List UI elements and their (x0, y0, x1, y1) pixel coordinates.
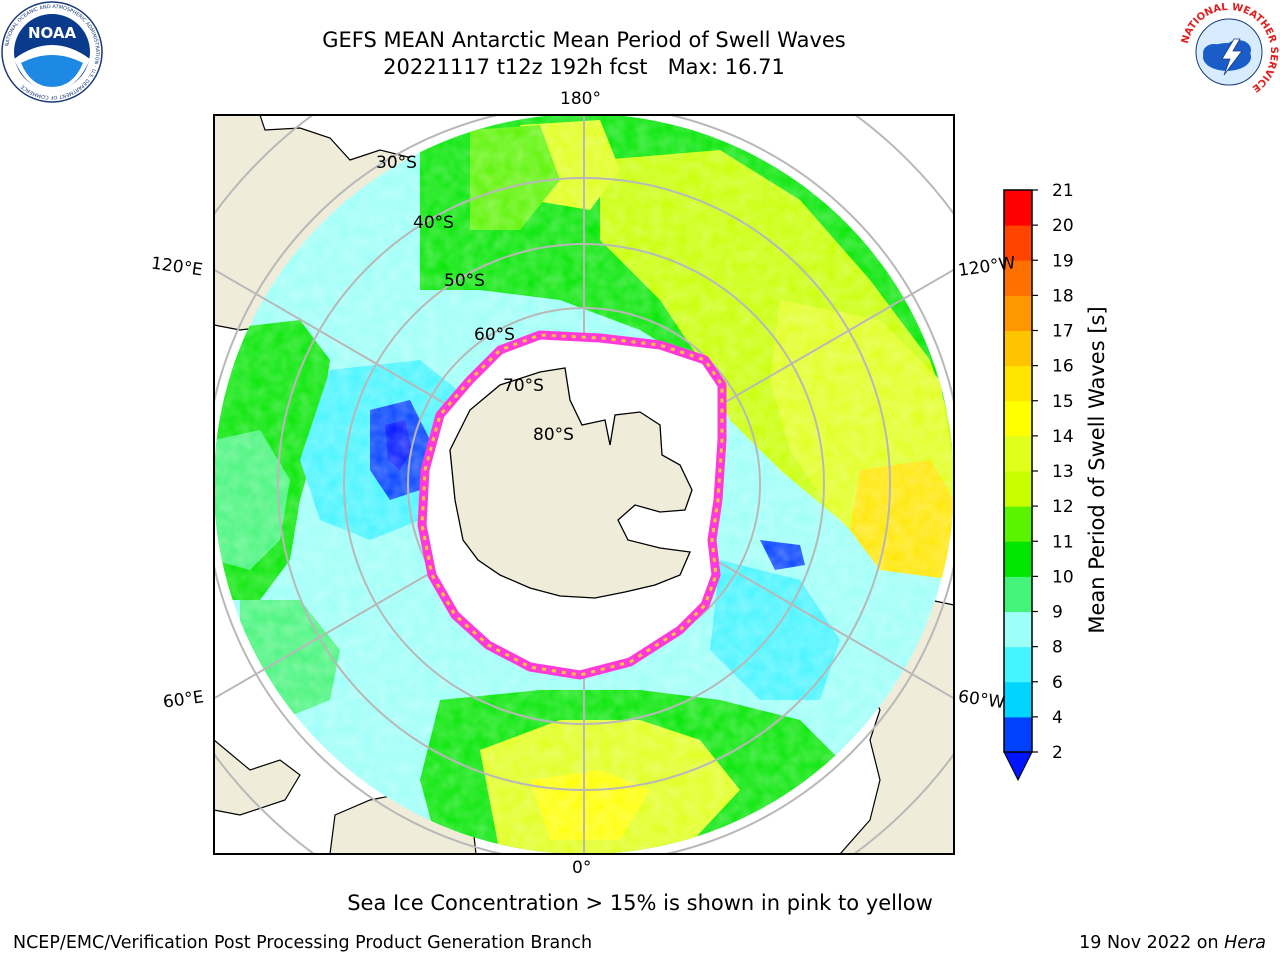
colorbar-tick-label: 15 (1052, 392, 1074, 412)
colorbar-segment (1004, 330, 1032, 367)
colorbar-extend-triangle (1003, 751, 1033, 782)
footer-machine: Hera (1224, 933, 1266, 953)
footer-date-text: 19 Nov 2022 on (1079, 933, 1225, 953)
footer-credit: NCEP/EMC/Verification Post Processing Pr… (13, 933, 593, 953)
national-weather-service-logo-icon: NATIONAL WEATHER SERVICE (1179, 2, 1279, 102)
title-line-2: 20221117 t12z 192h fcst Max: 16.71 (383, 55, 785, 79)
lon-label-0: 0° (572, 858, 592, 878)
footer-date: 19 Nov 2022 on Hera (1079, 932, 1266, 954)
colorbar-tick-label: 10 (1052, 567, 1074, 587)
colorbar-segment (1004, 435, 1032, 472)
colorbar-segment (1004, 541, 1032, 577)
colorbar-tick-label: 13 (1052, 462, 1074, 482)
colorbar-tick-label: 14 (1052, 427, 1074, 447)
lat-label-60s: 60°S (474, 325, 515, 345)
noaa-logo-icon: NOAA NATIONAL OCEANIC AND ATMOSPHERIC AD… (1, 1, 103, 103)
svg-text:NOAA: NOAA (28, 24, 77, 42)
colorbar-segment (1004, 611, 1032, 648)
colorbar-segment (1004, 506, 1032, 542)
colorbar: 2 4 6 8 9 10 11 12 13 14 15 16 17 18 19 20 21 (1003, 181, 1074, 782)
antarctica-landmass (449, 367, 693, 599)
lat-label-40s: 40°S (413, 213, 454, 233)
colorbar-segment (1004, 190, 1032, 226)
colorbar-tick-label: 11 (1052, 532, 1074, 552)
colorbar-segment (1004, 295, 1032, 331)
colorbar-tick-label: 8 (1052, 638, 1063, 658)
colorbar-tick-label: 18 (1052, 286, 1074, 306)
colorbar-tick-label: 6 (1052, 673, 1063, 693)
lat-label-80s: 80°S (533, 425, 574, 445)
colorbar-tick-label: 9 (1052, 603, 1063, 623)
colorbar-tick-label: 2 (1052, 743, 1063, 763)
colorbar-segment (1004, 576, 1032, 612)
colorbar-tick-label: 20 (1052, 216, 1074, 236)
colorbar-segment (1004, 400, 1032, 437)
colorbar-segment (1004, 225, 1032, 261)
colorbar-tick-label: 4 (1052, 708, 1063, 728)
colorbar-segment (1004, 646, 1032, 683)
colorbar-tick-label: 16 (1052, 357, 1074, 377)
title-line-1: GEFS MEAN Antarctic Mean Period of Swell… (322, 28, 846, 52)
colorbar-tick-label: 21 (1052, 181, 1074, 201)
lon-label-180: 180° (560, 89, 601, 109)
colorbar-tick-label: 17 (1052, 322, 1074, 342)
lat-label-30s: 30°S (376, 153, 417, 173)
lat-label-50s: 50°S (444, 271, 485, 291)
colorbar-segment (1004, 471, 1032, 507)
lat-label-70s: 70°S (503, 376, 544, 396)
colorbar-segment (1004, 716, 1032, 753)
colorbar-tick-label: 12 (1052, 497, 1074, 517)
colorbar-segment (1004, 365, 1032, 402)
sea-ice-note: Sea Ice Concentration > 15% is shown in … (347, 891, 933, 915)
colorbar-segment (1004, 681, 1032, 718)
colorbar-segment (1004, 260, 1032, 296)
colorbar-tick-label: 19 (1052, 251, 1074, 271)
colorbar-label: Mean Period of Swell Waves [s] (1085, 306, 1109, 634)
